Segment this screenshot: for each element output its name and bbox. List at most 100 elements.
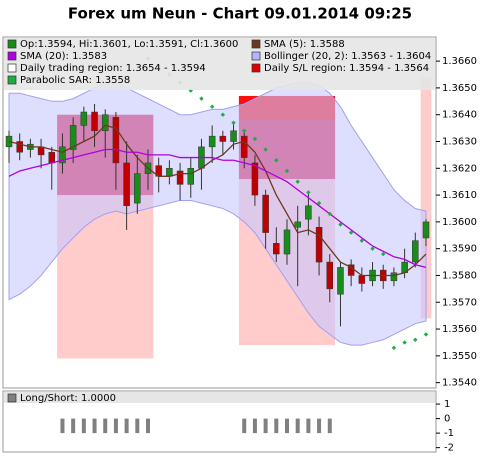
candle-body <box>315 226 323 263</box>
sar-dot <box>252 136 258 142</box>
y-tick-label: 1.3560 <box>442 324 477 335</box>
lower-y-tick-label: -2 <box>444 443 454 454</box>
candle-body <box>390 272 398 282</box>
legend-swatch <box>7 39 17 49</box>
sar-dot <box>370 246 375 251</box>
candle-body <box>230 130 237 142</box>
y-tick-label: 1.3600 <box>442 217 477 228</box>
y-tick-label: 1.3540 <box>442 378 477 389</box>
legend-swatch <box>7 51 17 61</box>
candle-body <box>37 146 45 156</box>
legend-label: SMA (5): 1.3588 <box>264 39 345 50</box>
sar-dot <box>402 340 407 345</box>
candle-body <box>80 111 88 126</box>
sar-dot <box>348 230 354 235</box>
long-short-bar <box>135 418 140 434</box>
candle-body <box>305 205 312 220</box>
sar-dot <box>284 168 290 174</box>
legend-swatch <box>7 393 17 403</box>
sar-dot <box>295 179 300 184</box>
candle-body <box>326 261 334 290</box>
legend-swatch <box>7 63 17 73</box>
sar-dot <box>263 147 268 152</box>
candle-body <box>101 114 109 132</box>
long-short-bar <box>295 418 300 434</box>
candle-body <box>422 221 430 239</box>
legend-label: Daily trading region: 1.3654 - 1.3594 <box>20 63 206 74</box>
lower-y-tick-label: 1 <box>444 399 450 410</box>
candle-body <box>294 221 301 228</box>
candle-body <box>112 117 120 164</box>
candle-body <box>412 240 419 263</box>
candle-body <box>219 135 227 142</box>
legend-box <box>4 38 435 90</box>
long-short-bar <box>60 418 65 434</box>
sar-dot <box>381 251 386 257</box>
lower-y-tick-label: 0 <box>444 414 450 425</box>
long-short-bar <box>113 418 118 434</box>
candle-body <box>262 194 269 233</box>
sar-dot <box>316 200 322 206</box>
sar-dot <box>199 96 204 101</box>
candle-body <box>208 135 216 148</box>
legend-swatch <box>251 63 261 73</box>
sar-dot <box>327 211 332 217</box>
indicator-line <box>8 124 427 277</box>
long-short-bar <box>263 418 268 434</box>
legend-swatch <box>251 51 261 61</box>
legend-box <box>4 392 435 403</box>
legend-swatch <box>7 75 17 85</box>
long-short-bar <box>252 418 257 434</box>
candle-body <box>283 229 291 255</box>
candle-body <box>273 243 280 255</box>
candle-body <box>166 168 173 177</box>
y-tick-label: 1.3580 <box>442 270 477 281</box>
long-short-bar <box>103 418 108 434</box>
y-tick-label: 1.3630 <box>442 136 477 147</box>
sar-dot <box>274 158 279 163</box>
y-tick-label: 1.3660 <box>442 56 477 67</box>
long-short-bar <box>124 418 129 434</box>
candle-body <box>48 151 56 164</box>
long-short-bar <box>146 418 150 434</box>
long-short-bar <box>71 418 76 434</box>
candle-body <box>69 125 77 150</box>
candle-body <box>358 275 366 284</box>
sar-dot <box>359 238 365 243</box>
candle-body <box>16 141 23 153</box>
sar-dot <box>413 337 418 342</box>
candle-body <box>251 162 259 196</box>
y-tick-label: 1.3640 <box>442 110 477 121</box>
candle-body <box>123 162 130 207</box>
lower-y-tick-label: -1 <box>444 428 454 439</box>
long-short-bar <box>81 418 86 434</box>
legend-label: Daily S/L region: 1.3594 - 1.3564 <box>264 63 429 74</box>
y-tick-label: 1.3590 <box>442 244 477 255</box>
sar-dot <box>391 345 397 351</box>
sar-dot <box>306 190 311 195</box>
candle-body <box>187 168 195 185</box>
legend-label: Op:1.3594, Hi:1.3601, Lo:1.3591, Cl:1.36… <box>20 39 238 50</box>
legend-label: Long/Short: 1.0000 <box>20 393 116 404</box>
sar-dot <box>209 104 215 109</box>
sar-dot <box>231 120 236 125</box>
sar-dot <box>423 332 429 337</box>
y-tick-label: 1.3620 <box>442 163 477 174</box>
y-tick-label: 1.3610 <box>442 190 477 201</box>
candle-body <box>91 111 98 132</box>
y-tick-label: 1.3550 <box>442 351 477 362</box>
sar-dot <box>242 128 247 133</box>
region <box>420 77 432 319</box>
legend-label: Parabolic SAR: 1.3558 <box>20 75 130 86</box>
chart-title: Forex um Neun - Chart 09.01.2014 09:25 <box>68 5 412 23</box>
sar-dot <box>220 112 226 117</box>
candle-body <box>240 135 248 158</box>
long-short-bar <box>92 418 97 434</box>
sar-dot <box>338 222 343 227</box>
legend-swatch <box>251 39 261 49</box>
long-short-bar <box>274 418 279 434</box>
candle-body <box>59 146 66 164</box>
long-short-bar <box>285 418 289 434</box>
indicator-line <box>8 148 427 269</box>
